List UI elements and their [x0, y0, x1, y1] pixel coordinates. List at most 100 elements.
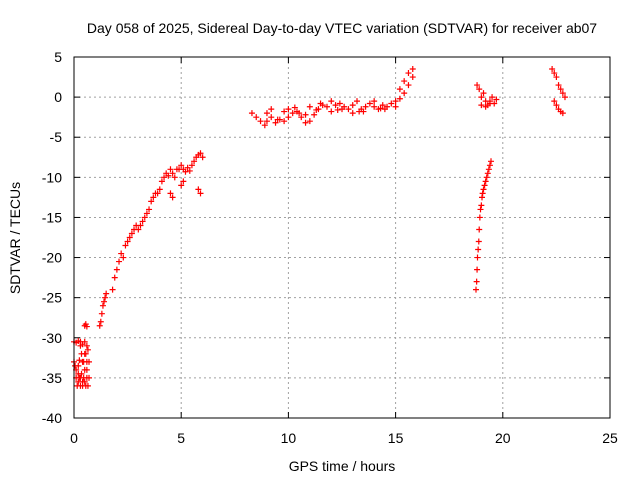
data-point: [137, 222, 144, 229]
series-early-rise: [71, 321, 93, 389]
y-axis-label: SDTVAR / TECUs: [7, 182, 23, 294]
data-point: [143, 210, 150, 217]
data-point: [474, 254, 481, 261]
data-point: [354, 98, 361, 105]
data-point: [313, 106, 320, 113]
data-point: [473, 278, 480, 285]
data-point: [281, 108, 288, 115]
data-point: [302, 119, 309, 126]
data-point: [291, 104, 298, 111]
data-point: [186, 167, 193, 174]
data-point: [334, 106, 341, 113]
data-point: [559, 90, 566, 97]
data-point: [302, 111, 309, 118]
x-tick-label: 0: [70, 430, 78, 446]
data-point: [551, 98, 558, 105]
data-point: [478, 94, 485, 101]
data-point: [486, 162, 493, 169]
data-point: [83, 323, 90, 330]
data-point: [551, 70, 558, 77]
data-point: [405, 82, 412, 89]
y-tick-label: 5: [54, 49, 62, 65]
data-point: [366, 100, 373, 107]
data-point: [476, 226, 483, 233]
data-point: [482, 178, 489, 185]
data-point: [481, 182, 488, 189]
data-point: [197, 190, 204, 197]
y-tick-label: -15: [42, 209, 62, 225]
data-point: [345, 106, 352, 113]
data-point: [165, 172, 172, 179]
data-point: [485, 166, 492, 173]
x-tick-label: 15: [388, 430, 404, 446]
y-tick-label: -10: [42, 169, 62, 185]
chart-title: Day 058 of 2025, Sidereal Day-to-day VTE…: [87, 20, 597, 36]
data-point: [257, 118, 264, 125]
data-point: [405, 70, 412, 77]
data-point: [479, 190, 486, 197]
data-point: [182, 168, 189, 175]
data-point: [274, 116, 281, 123]
data-point: [477, 206, 484, 213]
data-point: [483, 174, 490, 181]
data-point: [113, 266, 120, 273]
data-point: [184, 164, 191, 171]
data-point: [150, 194, 157, 201]
data-point: [78, 370, 85, 377]
data-point: [169, 194, 176, 201]
data-point: [489, 94, 496, 101]
data-point: [475, 238, 482, 245]
data-point: [475, 246, 482, 253]
data-point: [188, 162, 195, 169]
data-point: [392, 103, 399, 110]
data-point: [478, 102, 485, 109]
data-point: [141, 214, 148, 221]
data-point: [161, 174, 168, 181]
x-axis-label: GPS time / hours: [289, 458, 396, 474]
data-point: [317, 100, 324, 107]
data-point: [473, 286, 479, 293]
data-point: [139, 218, 146, 225]
data-point: [178, 182, 185, 189]
data-point: [263, 110, 270, 117]
data-point: [197, 150, 204, 157]
data-point: [167, 190, 174, 197]
data-point: [96, 322, 103, 329]
data-point: [332, 102, 339, 109]
data-point: [124, 238, 131, 245]
data-point: [396, 95, 403, 102]
data-point: [482, 103, 489, 110]
y-tick-label: -5: [50, 129, 63, 145]
data-point: [135, 226, 142, 233]
data-point: [171, 174, 178, 181]
y-tick-label: -35: [42, 370, 62, 386]
data-point: [261, 122, 268, 129]
data-point: [81, 378, 88, 385]
data-point: [169, 170, 176, 177]
data-point: [388, 100, 395, 107]
data-point: [493, 96, 500, 103]
data-point: [328, 98, 335, 105]
data-point: [103, 290, 110, 297]
series-descent-arc: [473, 158, 495, 293]
x-tick-label: 25: [602, 430, 618, 446]
x-tick-label: 5: [177, 430, 185, 446]
data-point: [488, 158, 495, 165]
series-late-clusters: [474, 66, 568, 117]
data-point: [484, 170, 491, 177]
y-tick-labels: -40 -35 -30 -25 -20 -15 -10 -5 0 5: [42, 49, 62, 426]
y-tick-label: -25: [42, 290, 62, 306]
data-point: [476, 214, 483, 221]
data-point: [306, 118, 313, 125]
data-point: [83, 342, 90, 349]
data-point: [401, 90, 408, 97]
data-point: [557, 86, 564, 93]
data-point: [178, 162, 185, 169]
data-point: [272, 119, 279, 126]
data-point: [549, 66, 556, 73]
series-plateau: [248, 66, 416, 129]
data-point: [126, 234, 133, 241]
data-point: [75, 362, 82, 369]
data-point: [81, 338, 88, 345]
data-point: [158, 178, 165, 185]
